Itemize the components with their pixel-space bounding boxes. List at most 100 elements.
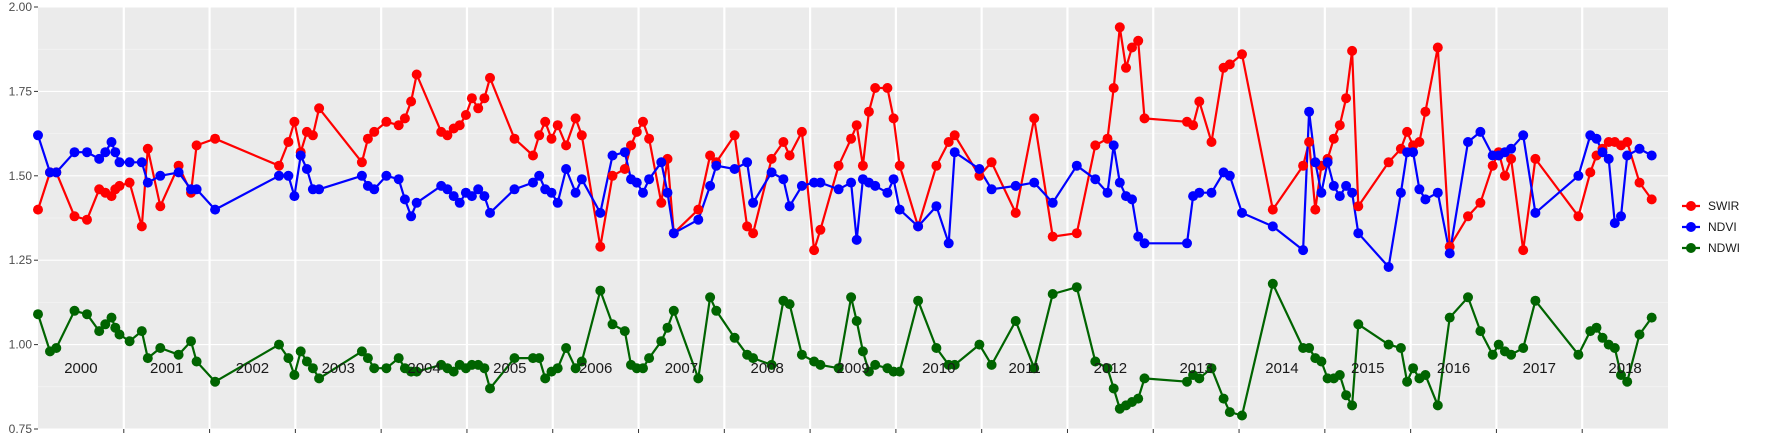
data-point-ndvi: [1194, 187, 1205, 198]
data-point-swir: [1047, 231, 1058, 242]
data-point-ndwi: [509, 353, 520, 364]
data-point-ndwi: [136, 326, 147, 337]
data-point-swir: [479, 93, 490, 104]
data-point-ndvi: [1090, 174, 1101, 185]
data-point-ndwi: [94, 326, 105, 337]
data-point-ndvi: [943, 238, 954, 249]
data-point-ndwi: [1108, 383, 1119, 394]
data-point-swir: [1334, 120, 1345, 131]
legend-label-ndwi: NDWI: [1708, 241, 1740, 255]
data-point-ndwi: [644, 353, 655, 364]
data-point-swir: [460, 110, 471, 120]
data-point-ndvi: [1133, 231, 1144, 242]
data-point-ndwi: [1506, 349, 1517, 360]
year-label: 2013: [1179, 360, 1212, 377]
data-point-ndwi: [1493, 339, 1504, 350]
data-point-swir: [362, 133, 373, 144]
data-point-swir: [1463, 211, 1473, 222]
year-label: 2017: [1523, 360, 1556, 377]
data-point-swir: [1121, 62, 1131, 73]
data-point-swir: [870, 83, 881, 93]
data-point-ndwi: [1530, 295, 1541, 306]
year-label: 2016: [1437, 360, 1470, 377]
year-label: 2011: [1008, 360, 1040, 377]
data-point-ndvi: [552, 197, 563, 208]
data-point-ndvi: [656, 157, 667, 168]
data-point-ndwi: [974, 339, 985, 350]
data-point-ndwi: [1408, 363, 1419, 374]
data-point-swir: [1010, 207, 1021, 218]
data-point-ndwi: [1444, 312, 1455, 323]
data-point-swir: [191, 140, 202, 151]
data-point-swir: [411, 69, 422, 80]
data-point-ndvi: [1328, 180, 1339, 191]
data-point-swir: [114, 180, 125, 191]
data-point-ndwi: [1646, 312, 1657, 323]
data-point-swir: [1127, 42, 1137, 53]
data-point-ndvi: [1475, 126, 1486, 137]
data-point-swir: [1475, 197, 1486, 208]
data-point-ndwi: [1194, 373, 1205, 384]
data-point-ndvi: [570, 187, 581, 198]
data-point-ndvi: [110, 147, 121, 158]
year-label: 2008: [751, 360, 784, 377]
data-point-swir: [1298, 160, 1309, 171]
year-label: 2002: [236, 360, 269, 377]
data-point-ndwi: [114, 329, 125, 340]
data-point-swir: [307, 130, 318, 141]
legend-key-ndwi: [1686, 243, 1696, 253]
data-point-swir: [1310, 204, 1321, 215]
data-point-ndvi: [406, 211, 417, 222]
data-point-ndvi: [595, 207, 606, 218]
data-point-ndvi: [283, 170, 294, 181]
data-point-ndvi: [1444, 248, 1455, 259]
data-point-ndwi: [1616, 370, 1626, 380]
data-point-ndwi: [210, 376, 221, 387]
data-point-ndwi: [561, 343, 572, 353]
data-point-ndwi: [1487, 349, 1498, 360]
data-point-swir: [1414, 137, 1425, 147]
year-label: 2015: [1351, 360, 1384, 377]
data-point-ndwi: [82, 309, 92, 320]
data-point-swir: [274, 160, 284, 171]
axes: [34, 6, 1583, 433]
data-point-ndvi: [931, 201, 942, 212]
year-label: 2000: [64, 360, 97, 377]
data-point-swir: [466, 93, 477, 104]
data-point-ndvi: [1597, 147, 1608, 158]
data-point-ndvi: [1316, 187, 1327, 198]
data-point-ndwi: [381, 363, 392, 374]
data-point-ndvi: [1298, 245, 1309, 256]
data-point-ndvi: [1383, 262, 1394, 272]
data-point-ndvi: [1414, 184, 1425, 195]
data-point-swir: [142, 143, 153, 154]
data-point-swir: [546, 133, 557, 144]
data-point-ndwi: [534, 353, 545, 364]
data-point-ndvi: [442, 184, 453, 195]
data-point-ndwi: [863, 366, 874, 377]
data-point-ndvi: [136, 157, 147, 168]
data-point-ndwi: [656, 336, 667, 347]
data-point-ndwi: [301, 356, 312, 367]
data-point-swir: [931, 160, 942, 171]
data-point-swir: [369, 126, 380, 137]
data-point-swir: [857, 160, 868, 171]
data-point-ndwi: [274, 339, 284, 350]
year-label: 2005: [493, 360, 526, 377]
data-point-ndvi: [833, 184, 844, 195]
data-point-ndwi: [851, 316, 862, 326]
data-point-ndvi: [124, 157, 135, 168]
data-point-ndwi: [1206, 363, 1217, 374]
data-point-ndvi: [711, 160, 722, 171]
data-point-ndwi: [1597, 332, 1608, 343]
data-point-ndwi: [796, 349, 807, 360]
data-point-swir: [851, 120, 862, 131]
data-point-swir: [631, 126, 642, 137]
data-point-ndwi: [595, 285, 606, 296]
data-point-ndvi: [301, 164, 312, 174]
legend-key-swir: [1686, 201, 1696, 211]
data-point-ndwi: [106, 312, 117, 323]
data-point-ndwi: [552, 363, 563, 374]
data-point-ndwi: [1463, 292, 1473, 303]
data-point-ndvi: [479, 191, 490, 202]
